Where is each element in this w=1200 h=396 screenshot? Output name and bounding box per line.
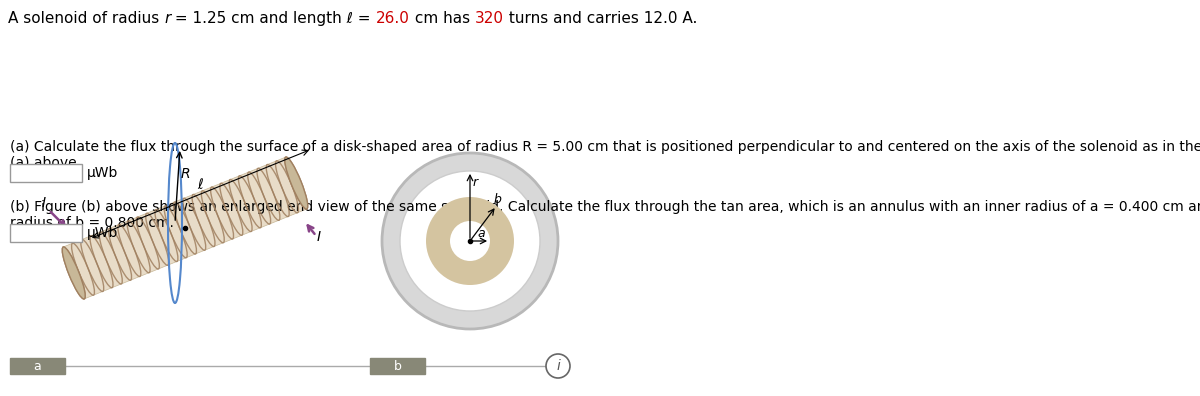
Ellipse shape [284, 157, 307, 209]
Ellipse shape [62, 247, 85, 299]
Text: μWb: μWb [88, 166, 119, 180]
Text: b: b [493, 193, 502, 206]
Ellipse shape [450, 221, 490, 261]
Text: = 1.25 cm and length ℓ =: = 1.25 cm and length ℓ = [170, 11, 376, 26]
Ellipse shape [400, 171, 540, 311]
Text: ℓ: ℓ [198, 178, 203, 192]
Polygon shape [64, 157, 307, 299]
Text: turns and carries 12.0 A.: turns and carries 12.0 A. [504, 11, 697, 26]
Text: (b) Figure (b) above shows an enlarged end view of the same solenoid. Calculate : (b) Figure (b) above shows an enlarged e… [10, 200, 1200, 214]
Text: (a) above.: (a) above. [10, 156, 82, 170]
Text: a: a [34, 360, 41, 373]
Ellipse shape [382, 153, 558, 329]
Text: cm has: cm has [409, 11, 475, 26]
Text: A solenoid of radius: A solenoid of radius [8, 11, 164, 26]
Text: 320: 320 [475, 11, 504, 26]
Ellipse shape [426, 197, 514, 285]
Text: (a) Calculate the flux through the surface of a disk-shaped area of radius R = 5: (a) Calculate the flux through the surfa… [10, 140, 1200, 154]
FancyBboxPatch shape [370, 358, 425, 374]
FancyBboxPatch shape [10, 358, 65, 374]
FancyBboxPatch shape [10, 164, 82, 182]
Text: 26.0: 26.0 [376, 11, 409, 26]
Text: I: I [317, 230, 320, 244]
Text: a: a [478, 227, 485, 240]
Text: R: R [181, 167, 191, 181]
Text: μWb: μWb [88, 226, 119, 240]
FancyBboxPatch shape [10, 224, 82, 242]
Text: r: r [473, 176, 478, 189]
Text: i: i [556, 359, 560, 373]
Text: b: b [394, 360, 402, 373]
Text: radius of b = 0.800 cm.: radius of b = 0.800 cm. [10, 216, 174, 230]
Text: I: I [42, 196, 46, 210]
Text: r: r [164, 11, 170, 26]
